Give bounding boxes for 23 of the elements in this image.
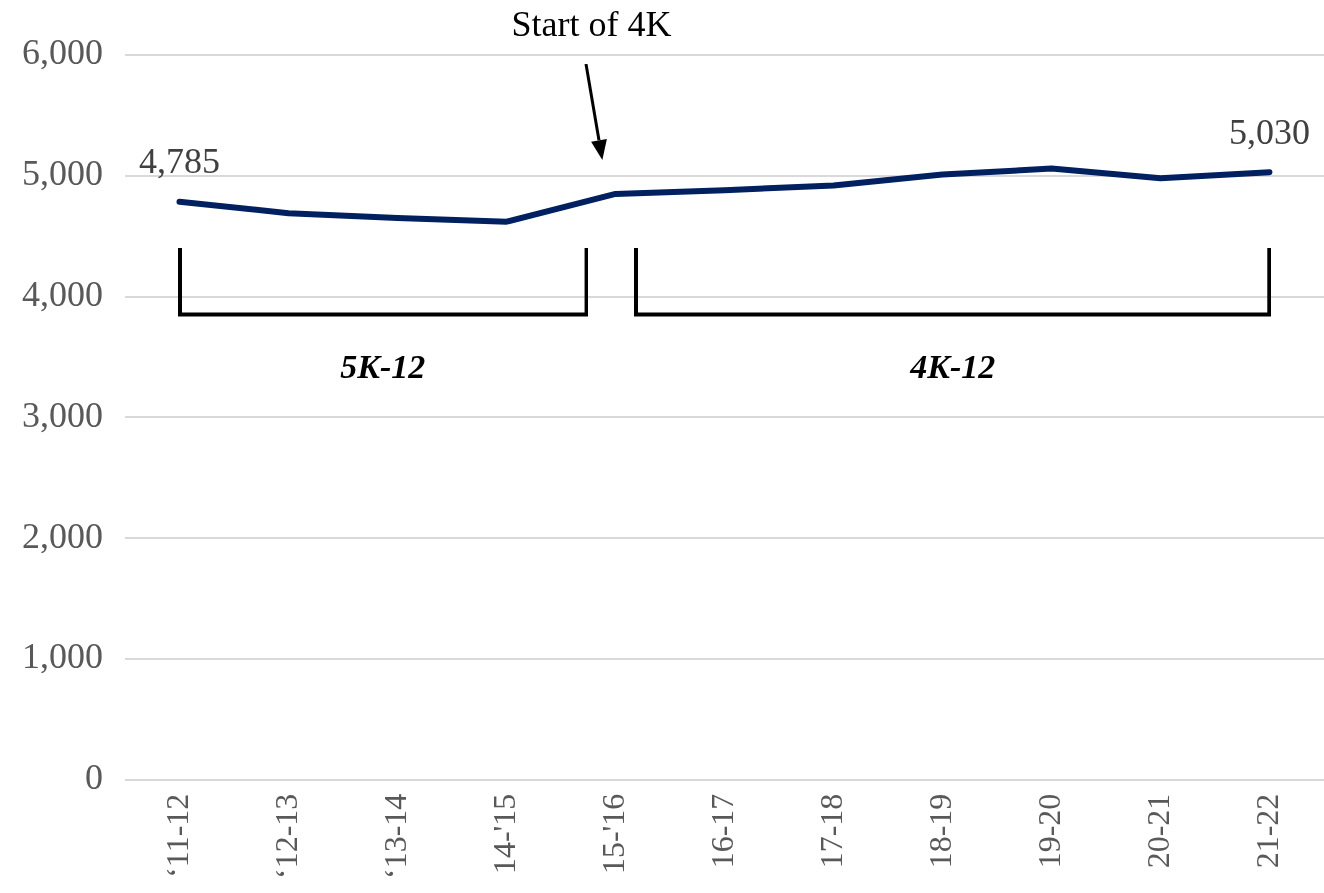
x-tick-label: 20-21 [1139, 793, 1176, 869]
annotation: 4K-12 [910, 347, 996, 386]
annotation: 5K-12 [340, 347, 426, 386]
y-tick-label: 2,000 [22, 515, 103, 556]
y-tick-label: 1,000 [22, 636, 103, 677]
x-tick-label: 19-20 [1030, 793, 1067, 869]
x-tick-label: 14-'15 [485, 793, 522, 875]
y-tick-label: 5,000 [22, 153, 103, 194]
x-tick-label: ‘11-12 [158, 793, 195, 878]
x-tick-label: ‘12-13 [267, 793, 304, 879]
x-tick-label: 21-22 [1248, 793, 1285, 869]
y-tick-label: 3,000 [22, 394, 103, 435]
data-label: 4,785 [139, 141, 220, 182]
y-tick-label: 4,000 [22, 274, 103, 315]
x-tick-label: 16-17 [703, 793, 740, 869]
x-tick-label: 18-19 [921, 793, 958, 869]
x-tick-label: ‘13-14 [376, 793, 413, 879]
x-tick-label: 15-'16 [594, 793, 631, 875]
text: Start of 4K [511, 3, 672, 45]
x-tick-label: 17-18 [812, 793, 849, 869]
y-tick-label: 0 [85, 757, 103, 798]
y-tick-label: 6,000 [22, 32, 103, 73]
data-label: 5,030 [1229, 111, 1310, 152]
